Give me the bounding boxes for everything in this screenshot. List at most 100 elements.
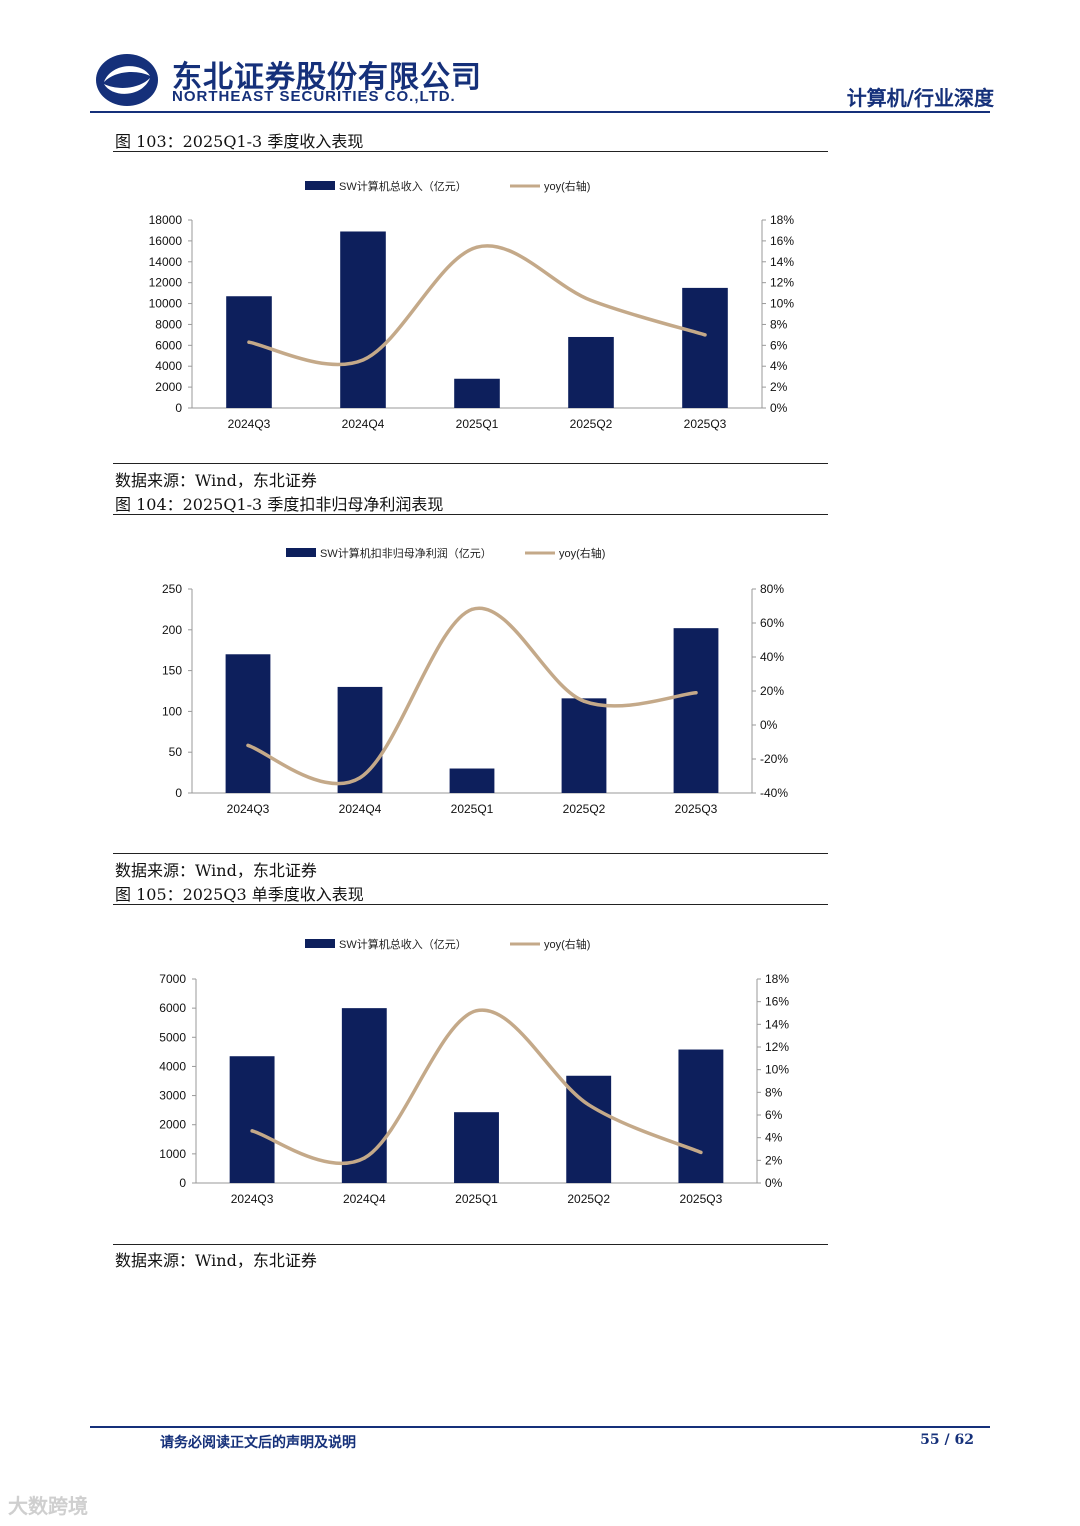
x-tick-label: 2025Q1 — [455, 1192, 498, 1206]
yoy-point-2025Q2 — [587, 1103, 591, 1107]
right-tick-label: 20% — [760, 684, 784, 698]
left-tick-label: 0 — [175, 401, 182, 415]
yoy-point-2025Q2 — [582, 699, 586, 703]
legend-bar-swatch — [305, 939, 335, 948]
right-tick-label: 2% — [765, 1153, 783, 1167]
right-tick-label: 6% — [770, 338, 788, 352]
yoy-point-2025Q1 — [474, 1009, 479, 1013]
watermark: 大数跨境 — [8, 1494, 88, 1518]
yoy-point-2025Q3 — [699, 1150, 703, 1154]
legend-bar-label: SW计算机扣非归母净利润（亿元） — [320, 546, 492, 560]
header-rule — [90, 111, 990, 113]
right-tick-label: 14% — [770, 255, 794, 269]
right-tick-label: 6% — [765, 1108, 783, 1122]
yoy-point-2024Q3 — [250, 1129, 254, 1133]
legend-line-label: yoy(右轴) — [544, 179, 590, 193]
left-tick-label: 4000 — [159, 1059, 186, 1073]
figure-bottom-rule — [113, 853, 828, 854]
x-tick-label: 2024Q4 — [339, 802, 382, 816]
footer-rule — [90, 1426, 990, 1428]
chart-revenue-q3-single: SW计算机总收入（亿元） yoy(右轴) 0 1000 2000 3000 4000 5000… — [159, 937, 789, 1206]
left-tick-label: 150 — [162, 664, 182, 678]
figure-top-rule — [113, 514, 828, 515]
right-tick-label: 12% — [765, 1040, 789, 1054]
chart-net-profit-q1-3: SW计算机扣非归母净利润（亿元） yoy(右轴) 0 50 100 150 200 250 -4… — [162, 546, 788, 816]
x-tick-label: 2024Q3 — [227, 802, 270, 816]
figure-source-104: 数据来源：Wind，东北证券 — [115, 861, 317, 880]
figure-source-103: 数据来源：Wind，东北证券 — [115, 471, 317, 490]
yoy-point-2024Q4 — [361, 358, 365, 362]
yoy-point-2025Q3 — [694, 691, 698, 695]
yoy-line — [246, 606, 698, 786]
right-tick-label: 18% — [765, 972, 789, 986]
left-tick-label: 2000 — [155, 380, 182, 394]
figure-title-105: 图 105：2025Q3 单季度收入表现 — [115, 885, 364, 904]
bar-2024Q3 — [226, 296, 272, 408]
legend-line-label: yoy(右轴) — [559, 546, 605, 560]
yoy-point-2024Q4 — [358, 776, 362, 780]
yoy-point-2025Q1 — [470, 607, 474, 611]
x-tick-label: 2024Q3 — [228, 417, 271, 431]
figure-top-rule — [113, 151, 828, 152]
yoy-point-2024Q3 — [247, 340, 251, 344]
legend-bar-label: SW计算机总收入（亿元） — [339, 179, 467, 193]
left-tick-label: 1000 — [159, 1147, 186, 1161]
right-tick-label: 0% — [770, 401, 788, 415]
right-tick-label: 40% — [760, 650, 784, 664]
right-tick-label: 18% — [770, 213, 794, 227]
legend: SW计算机总收入（亿元） yoy(右轴) — [305, 937, 590, 951]
legend: SW计算机扣非归母净利润（亿元） yoy(右轴) — [286, 546, 605, 560]
bar-2025Q3 — [678, 1049, 724, 1183]
x-tick-label: 2024Q4 — [342, 417, 385, 431]
yoy-point-2025Q3 — [703, 333, 707, 337]
bar-2024Q3 — [229, 1056, 275, 1183]
yoy-point-2025Q1 — [475, 245, 479, 249]
yoy-point-2025Q2 — [589, 298, 593, 303]
left-tick-label: 250 — [162, 582, 182, 596]
right-tick-label: 0% — [765, 1176, 783, 1190]
bar-2024Q3 — [225, 654, 271, 793]
right-tick-label: -40% — [760, 786, 788, 800]
right-tick-label: 4% — [765, 1131, 783, 1145]
left-tick-label: 200 — [162, 623, 182, 637]
left-tick-label: 14000 — [149, 255, 183, 269]
x-tick-label: 2025Q3 — [684, 417, 727, 431]
bar-2024Q4 — [341, 1008, 387, 1183]
left-tick-label: 4000 — [155, 359, 182, 373]
left-tick-label: 0 — [175, 786, 182, 800]
left-tick-label: 3000 — [159, 1089, 186, 1103]
figure-title-104: 图 104：2025Q1-3 季度扣非归母净利润表现 — [115, 495, 444, 514]
left-tick-label: 6000 — [159, 1001, 186, 1015]
figure-title-103: 图 103：2025Q1-3 季度收入表现 — [115, 132, 364, 151]
left-tick-label: 16000 — [149, 234, 183, 248]
left-tick-label: 0 — [179, 1176, 186, 1190]
x-tick-label: 2025Q2 — [567, 1192, 610, 1206]
left-tick-label: 7000 — [159, 972, 186, 986]
right-tick-label: -20% — [760, 752, 788, 766]
legend-bar-label: SW计算机总收入（亿元） — [339, 937, 467, 951]
legend-bar-swatch — [286, 548, 316, 557]
right-tick-label: 14% — [765, 1017, 789, 1031]
x-tick-label: 2025Q3 — [680, 1192, 723, 1206]
bar-2025Q2 — [568, 336, 614, 408]
right-tick-label: 10% — [770, 297, 794, 311]
figure-bottom-rule — [113, 1244, 828, 1245]
right-tick-label: 2% — [770, 380, 788, 394]
left-tick-label: 8000 — [155, 317, 182, 331]
right-tick-label: 0% — [760, 718, 778, 732]
right-tick-label: 16% — [765, 995, 789, 1009]
bar-2024Q4 — [337, 686, 383, 793]
bar-2025Q1 — [454, 378, 500, 408]
left-tick-label: 2000 — [159, 1118, 186, 1132]
left-tick-label: 6000 — [155, 338, 182, 352]
left-tick-label: 18000 — [149, 213, 183, 227]
right-tick-label: 8% — [770, 317, 788, 331]
legend: SW计算机总收入（亿元） yoy(右轴) — [305, 179, 590, 193]
left-tick-label: 50 — [169, 745, 183, 759]
yoy-point-2024Q3 — [246, 743, 250, 747]
section-tag: 计算机/行业深度 — [846, 86, 994, 110]
figure-source-105: 数据来源：Wind，东北证券 — [115, 1251, 317, 1270]
yoy-line — [247, 244, 707, 367]
x-tick-label: 2024Q3 — [231, 1192, 274, 1206]
chart-revenue-q1-3: SW计算机总收入（亿元） yoy(右轴) 0 2000 4000 6000 8000 1000… — [149, 179, 795, 431]
